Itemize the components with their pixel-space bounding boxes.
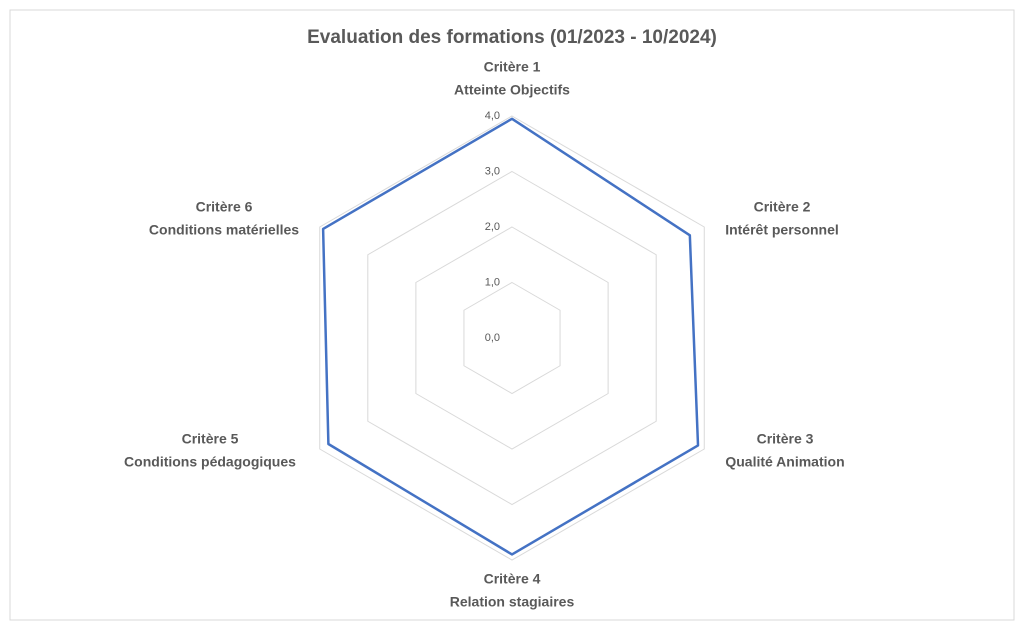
series-line bbox=[321, 117, 700, 556]
category-label: Intérêt personnel bbox=[725, 222, 839, 238]
category-label: Critère 3 bbox=[757, 431, 814, 447]
chart-frame bbox=[9, 9, 1015, 621]
category-label: Critère 5 bbox=[182, 431, 239, 447]
chart-title: Evaluation des formations (01/2023 - 10/… bbox=[307, 27, 717, 48]
category-label: Critère 4 bbox=[484, 571, 541, 587]
y-tick-label: 1,0 bbox=[485, 276, 500, 288]
category-label: Atteinte Objectifs bbox=[454, 82, 570, 98]
category-label: Conditions matérielles bbox=[149, 222, 299, 238]
category-label: Qualité Animation bbox=[725, 454, 844, 470]
grid-line bbox=[463, 281, 561, 395]
y-tick-label: 3,0 bbox=[485, 165, 500, 177]
grid-line bbox=[367, 170, 657, 506]
category-label: Critère 1 bbox=[484, 59, 541, 75]
category-label: Critère 6 bbox=[196, 199, 253, 215]
grid-line bbox=[319, 115, 705, 561]
category-label: Relation stagiaires bbox=[450, 594, 575, 610]
y-tick-label: 0,0 bbox=[485, 332, 500, 344]
y-tick-label: 4,0 bbox=[485, 110, 500, 122]
category-label: Critère 2 bbox=[754, 199, 811, 215]
y-tick-label: 2,0 bbox=[485, 221, 500, 233]
category-label: Conditions pédagogiques bbox=[124, 454, 296, 470]
grid-line bbox=[415, 226, 609, 450]
